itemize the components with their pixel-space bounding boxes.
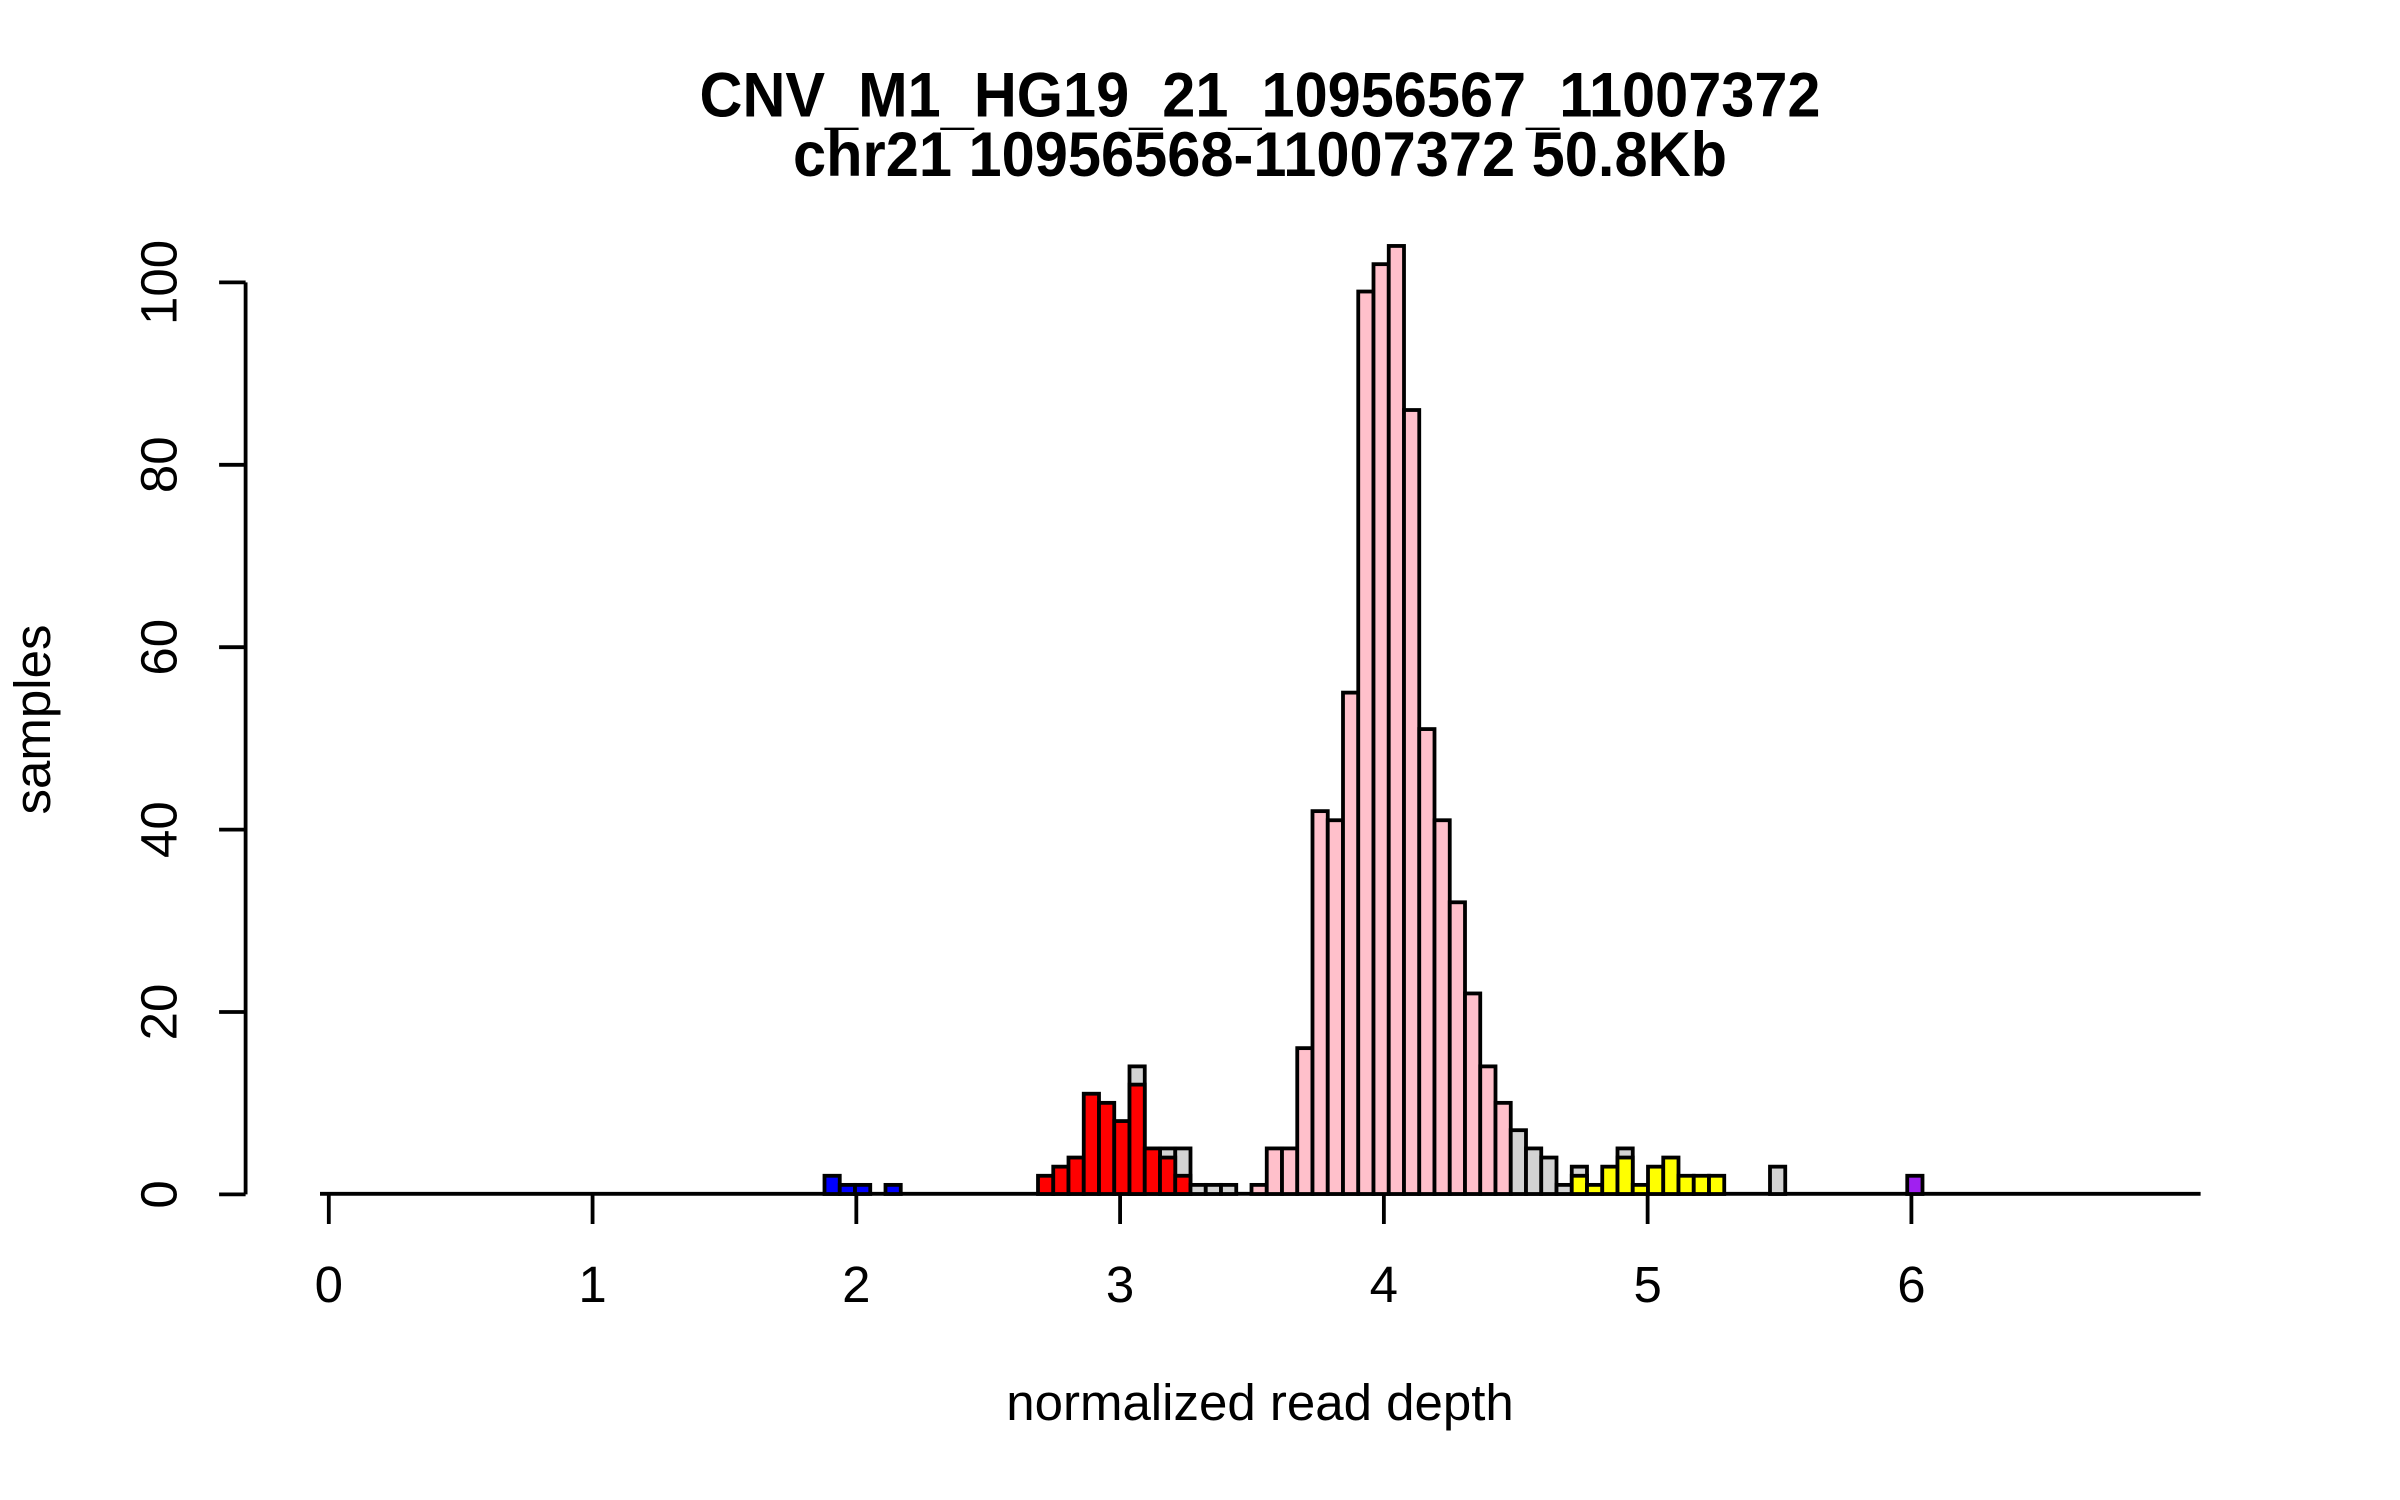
svg-text:40: 40	[131, 801, 188, 858]
svg-text:3: 3	[1106, 1256, 1134, 1313]
svg-text:4: 4	[1370, 1256, 1398, 1313]
svg-text:20: 20	[131, 984, 188, 1041]
svg-text:5: 5	[1633, 1256, 1661, 1313]
svg-text:0: 0	[131, 1180, 188, 1208]
svg-text:6: 6	[1897, 1256, 1925, 1313]
svg-text:samples: samples	[4, 625, 61, 815]
svg-text:80: 80	[131, 436, 188, 493]
svg-text:60: 60	[131, 619, 188, 676]
svg-text:0: 0	[315, 1256, 343, 1313]
svg-text:1: 1	[578, 1256, 606, 1313]
svg-text:100: 100	[131, 240, 188, 325]
svg-text:CNV_M1_HG19_21_10956567_110073: CNV_M1_HG19_21_10956567_11007372	[700, 61, 1821, 137]
svg-text:2: 2	[842, 1256, 870, 1313]
svg-text:chr21 10956568-11007372 50.8Kb: chr21 10956568-11007372 50.8Kb	[793, 120, 1727, 190]
svg-text:normalized read depth: normalized read depth	[1006, 1374, 1514, 1431]
